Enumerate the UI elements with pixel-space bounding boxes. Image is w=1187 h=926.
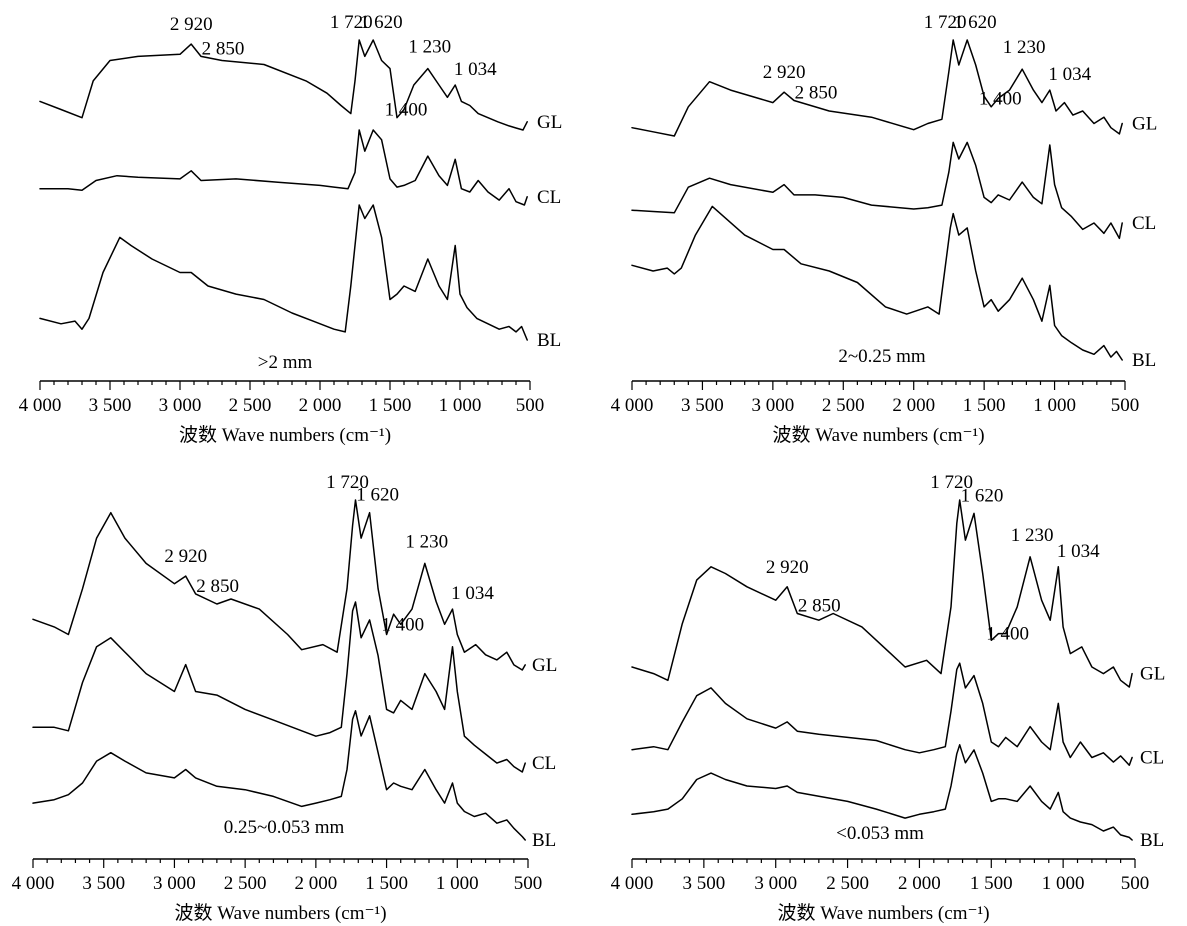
peak-label: 1 400 <box>381 614 424 635</box>
x-tick-label: 1 000 <box>436 873 479 894</box>
peak-label: 2 850 <box>202 38 245 59</box>
x-tick-label: 500 <box>516 395 545 416</box>
peak-label: 1 230 <box>1011 525 1054 546</box>
x-tick-label: 2 500 <box>826 873 869 894</box>
spectrum-line-bl <box>32 710 526 841</box>
peak-label: 2 850 <box>798 596 841 617</box>
peak-label: 1 034 <box>1057 541 1100 562</box>
x-axis-label: 波数 Wave numbers (cm⁻¹) <box>179 424 391 446</box>
peak-label: 1 620 <box>356 485 399 506</box>
peak-label: 1 034 <box>451 583 494 604</box>
series-label-cl: CL <box>1132 213 1156 234</box>
series-label-bl: BL <box>1140 830 1164 851</box>
peak-label: 2 920 <box>766 557 809 578</box>
peak-label: 1 620 <box>954 12 997 33</box>
size-fraction-label: 0.25~0.053 mm <box>224 817 345 838</box>
x-tick-label: 1 500 <box>970 873 1013 894</box>
x-tick-label: 1 500 <box>365 873 408 894</box>
x-tick-label: 3 000 <box>153 873 196 894</box>
x-tick-label: 1 500 <box>963 395 1006 416</box>
series-label-gl: GL <box>537 112 562 133</box>
series-label-bl: BL <box>537 330 561 351</box>
x-tick-label: 1 000 <box>1042 873 1085 894</box>
x-tick-label: 2 000 <box>299 395 342 416</box>
x-tick-label: 2 500 <box>224 873 267 894</box>
peak-label: 1 230 <box>408 37 451 58</box>
spectrum-line-cl <box>39 129 528 206</box>
peak-label: 2 850 <box>795 83 838 104</box>
x-tick-label: 3 500 <box>682 873 725 894</box>
peak-label: 1 400 <box>385 100 428 121</box>
x-tick-label: 1 000 <box>1033 395 1076 416</box>
x-tick-label: 3 000 <box>159 395 202 416</box>
spectrum-line-bl <box>631 744 1133 841</box>
x-tick-label: 2 500 <box>822 395 865 416</box>
x-tick-label: 1 000 <box>439 395 482 416</box>
peak-label: 1 720 <box>924 12 967 33</box>
peak-label: 1 620 <box>961 485 1004 506</box>
series-label-cl: CL <box>537 187 561 208</box>
peak-label: 1 230 <box>1003 37 1046 58</box>
x-tick-label: 2 000 <box>294 873 337 894</box>
peak-label: 2 920 <box>763 62 806 83</box>
x-tick-label: 3 000 <box>754 873 797 894</box>
x-axis-label: 波数 Wave numbers (cm⁻¹) <box>174 902 386 924</box>
series-label-cl: CL <box>532 753 556 774</box>
x-tick-label: 500 <box>514 873 543 894</box>
x-tick-label: 4 000 <box>19 395 62 416</box>
spectrum-line-gl <box>631 39 1123 137</box>
peak-label: 1 720 <box>330 12 373 33</box>
peak-label: 1 034 <box>1048 64 1091 85</box>
x-tick-label: 3 500 <box>681 395 724 416</box>
spectrum-line-cl <box>631 141 1123 240</box>
series-label-cl: CL <box>1140 747 1164 768</box>
peak-label: 1 620 <box>360 12 403 33</box>
x-tick-label: 4 000 <box>611 873 654 894</box>
size-fraction-label: <0.053 mm <box>836 823 924 844</box>
spectrum-line-bl <box>631 205 1123 361</box>
spectrum-line-cl <box>631 662 1133 766</box>
series-label-bl: BL <box>1132 350 1156 371</box>
series-label-gl: GL <box>1140 664 1165 685</box>
peak-label: 1 400 <box>979 88 1022 109</box>
x-tick-label: 500 <box>1111 395 1140 416</box>
x-tick-label: 4 000 <box>611 395 654 416</box>
x-axis-label: 波数 Wave numbers (cm⁻¹) <box>777 902 989 924</box>
peak-label: 1 230 <box>405 531 448 552</box>
x-tick-label: 2 500 <box>229 395 272 416</box>
spectrum-line-gl <box>631 499 1133 688</box>
peak-label: 1 720 <box>930 472 973 493</box>
series-label-gl: GL <box>1132 113 1157 134</box>
peak-label: 2 920 <box>170 14 213 35</box>
peak-label: 1 400 <box>986 624 1029 645</box>
spectrum-line-cl <box>32 601 526 773</box>
x-tick-label: 3 000 <box>751 395 794 416</box>
peak-label: 2 850 <box>196 576 239 597</box>
spectrum-line-gl <box>39 39 528 131</box>
x-tick-label: 2 000 <box>898 873 941 894</box>
size-fraction-label: >2 mm <box>258 352 313 373</box>
peak-label: 1 034 <box>454 59 497 80</box>
size-fraction-label: 2~0.25 mm <box>838 346 926 367</box>
peak-label: 1 720 <box>326 472 369 493</box>
x-tick-label: 2 000 <box>892 395 935 416</box>
peak-label: 2 920 <box>164 546 207 567</box>
series-label-bl: BL <box>532 830 556 851</box>
x-axis-label: 波数 Wave numbers (cm⁻¹) <box>772 424 984 446</box>
spectrum-line-gl <box>32 499 526 671</box>
x-tick-label: 4 000 <box>12 873 55 894</box>
spectrum-line-bl <box>39 204 528 341</box>
x-tick-label: 500 <box>1121 873 1150 894</box>
series-label-gl: GL <box>532 655 557 676</box>
x-tick-label: 3 500 <box>82 873 125 894</box>
x-tick-label: 1 500 <box>369 395 412 416</box>
x-tick-label: 3 500 <box>89 395 132 416</box>
